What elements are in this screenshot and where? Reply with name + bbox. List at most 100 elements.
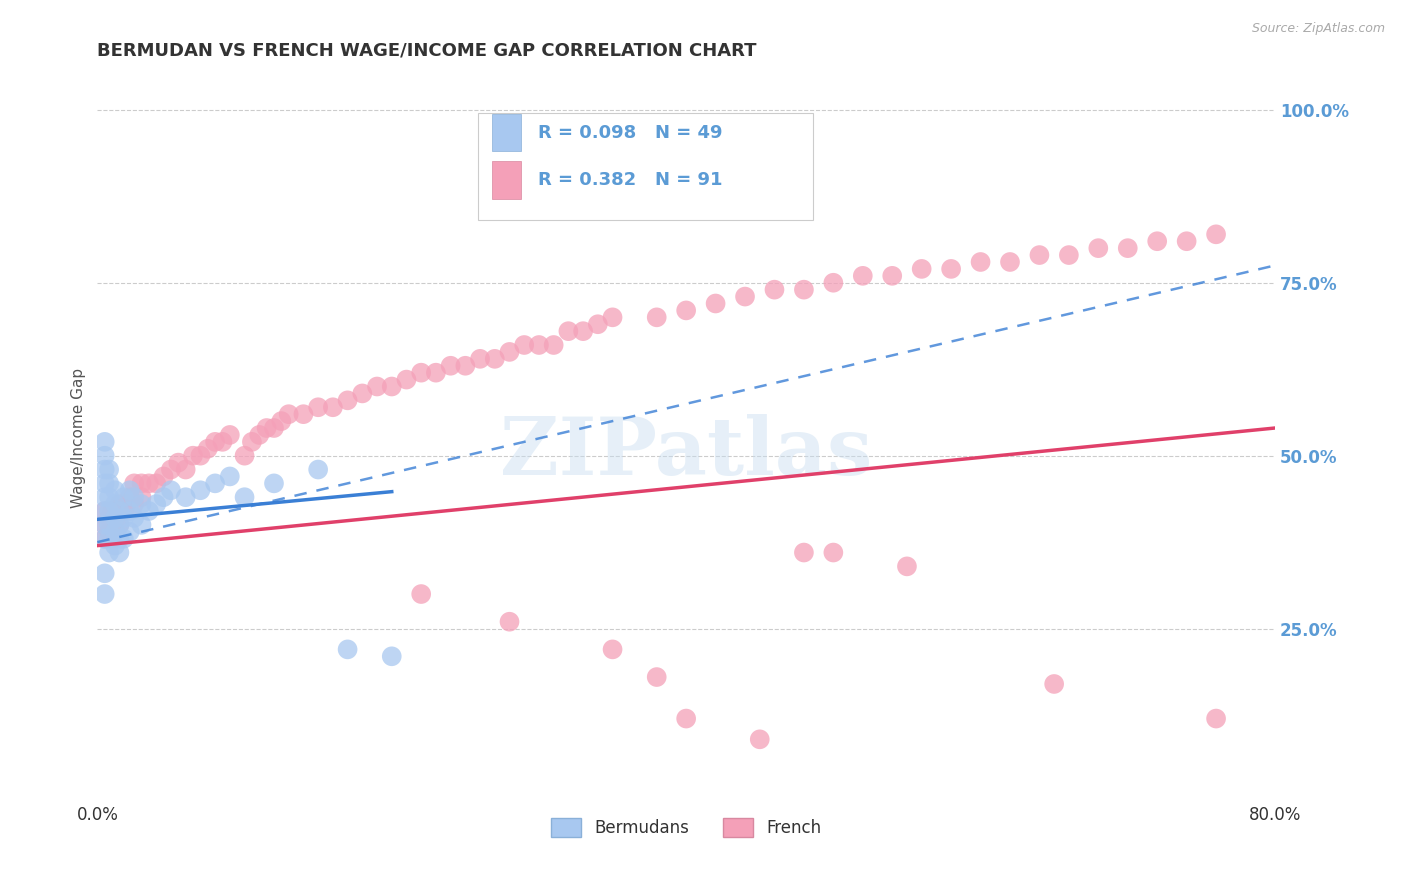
Point (118, 524, 141, 539)
Point (118, 483, 141, 498)
Point (190, 449, 212, 463)
Point (138, 504, 160, 518)
Point (602, 310, 624, 325)
Point (277, 407, 299, 421)
Point (145, 476, 167, 491)
Point (138, 476, 160, 491)
Point (167, 456, 190, 470)
Point (336, 642, 359, 657)
Point (122, 511, 145, 525)
Text: Source: ZipAtlas.com: Source: ZipAtlas.com (1251, 22, 1385, 36)
Point (112, 532, 135, 546)
Point (104, 524, 127, 539)
Point (108, 497, 131, 511)
Point (543, 338, 565, 352)
Point (292, 407, 315, 421)
Point (104, 511, 127, 525)
Point (174, 462, 197, 476)
Point (104, 497, 127, 511)
Point (823, 276, 845, 290)
Point (411, 587, 433, 601)
Point (197, 442, 219, 456)
Point (645, 310, 668, 325)
Point (969, 255, 991, 269)
Point (939, 261, 962, 276)
Point (98, 545, 121, 559)
Point (101, 517, 124, 532)
Point (93, 462, 115, 476)
Point (204, 434, 226, 449)
Point (101, 504, 124, 518)
Point (108, 532, 131, 546)
Point (572, 324, 595, 338)
Point (98, 517, 121, 532)
Point (108, 545, 131, 559)
Point (602, 642, 624, 657)
Point (1087, 241, 1109, 255)
Point (256, 421, 278, 435)
Point (366, 379, 388, 393)
Point (763, 283, 786, 297)
Point (98, 490, 121, 504)
Point (160, 483, 183, 498)
Bar (492, 161, 522, 199)
Point (108, 517, 131, 532)
Point (112, 490, 135, 504)
Point (93, 587, 115, 601)
Point (98, 524, 121, 539)
Point (93, 566, 115, 581)
Bar (492, 113, 522, 152)
Point (675, 712, 697, 726)
FancyBboxPatch shape (478, 113, 813, 220)
Point (152, 469, 174, 483)
Point (104, 511, 127, 525)
Point (93, 490, 115, 504)
Point (882, 268, 904, 283)
Point (852, 268, 875, 283)
Point (93, 532, 115, 546)
Point (112, 504, 135, 518)
Point (145, 497, 167, 511)
Point (104, 539, 127, 553)
Text: R = 0.382   N = 91: R = 0.382 N = 91 (537, 170, 723, 189)
Legend: Bermudans, French: Bermudans, French (544, 812, 828, 844)
Point (247, 428, 270, 442)
Point (998, 255, 1021, 269)
Point (352, 386, 374, 401)
Point (1146, 234, 1168, 248)
Point (645, 670, 668, 684)
Point (440, 359, 463, 373)
Point (557, 324, 579, 338)
Point (98, 476, 121, 491)
Point (675, 303, 697, 318)
Point (263, 476, 285, 491)
Text: R = 0.098   N = 49: R = 0.098 N = 49 (537, 124, 723, 142)
Point (174, 490, 197, 504)
Point (131, 476, 153, 491)
Point (218, 428, 240, 442)
Point (454, 359, 477, 373)
Point (131, 497, 153, 511)
Point (233, 490, 256, 504)
Point (218, 469, 240, 483)
Point (181, 449, 204, 463)
Point (381, 649, 404, 664)
Point (93, 517, 115, 532)
Point (498, 615, 520, 629)
Point (793, 545, 815, 559)
Point (911, 261, 934, 276)
Point (1028, 248, 1050, 262)
Point (233, 449, 256, 463)
Point (93, 532, 115, 546)
Point (101, 532, 124, 546)
Point (131, 517, 153, 532)
Point (190, 483, 212, 498)
Point (240, 434, 263, 449)
Point (211, 434, 233, 449)
Point (1205, 227, 1227, 242)
Point (152, 490, 174, 504)
Point (322, 401, 344, 415)
Point (1116, 241, 1139, 255)
Point (122, 490, 145, 504)
Point (93, 434, 115, 449)
